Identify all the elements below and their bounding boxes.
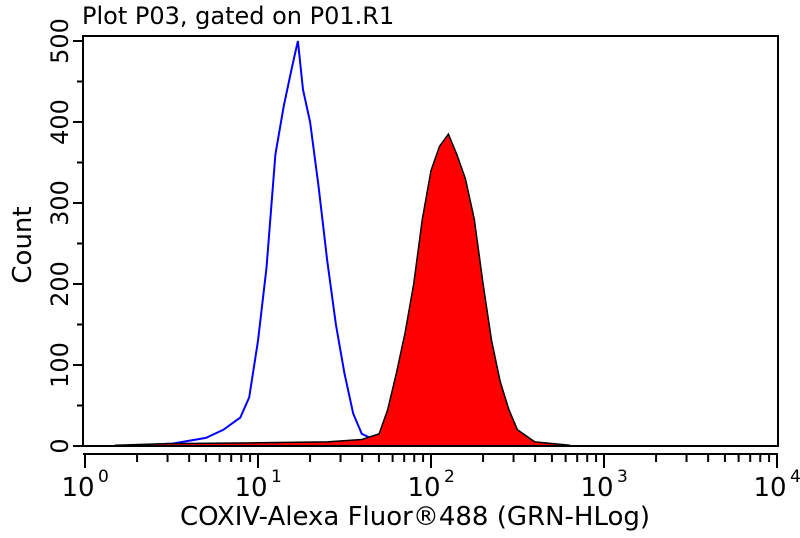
y-tick-label: 400 — [46, 99, 74, 145]
y-tick-label: 300 — [46, 180, 74, 226]
x-tick-label: 10 — [407, 473, 440, 503]
plot-frame — [82, 35, 779, 447]
x-tick-label: 10 — [580, 473, 613, 503]
x-tick-exponent: 2 — [444, 467, 455, 487]
y-tick-label: 100 — [46, 342, 74, 388]
x-tick-exponent: 3 — [617, 467, 628, 487]
series-0-line — [137, 40, 397, 447]
chart-title: Plot P03, gated on P01.R1 — [82, 2, 395, 30]
y-tick-label: 200 — [46, 261, 74, 307]
y-tick-label: 0 — [46, 438, 74, 453]
x-tick-label: 10 — [61, 473, 94, 503]
x-tick-exponent: 4 — [790, 467, 800, 487]
x-tick-exponent: 0 — [98, 467, 109, 487]
x-tick-label: 10 — [234, 473, 267, 503]
x-tick-exponent: 1 — [271, 467, 282, 487]
x-axis-label: COXIV-Alexa Fluor®488 (GRN-HLog) — [179, 502, 651, 532]
x-tick-label: 10 — [753, 473, 786, 503]
y-tick-label: 500 — [46, 18, 74, 64]
series-1-fill — [114, 132, 571, 447]
